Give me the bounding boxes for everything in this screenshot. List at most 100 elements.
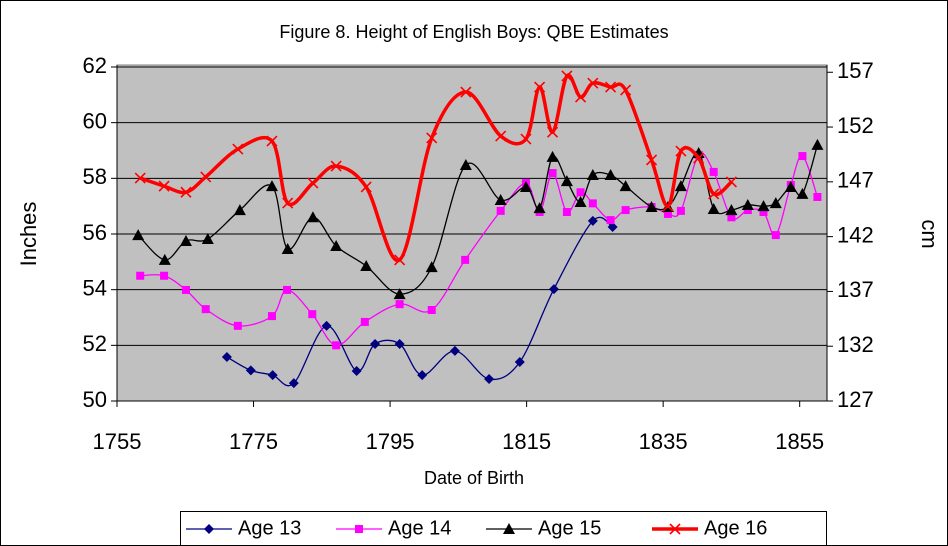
y-tick-label: 58 bbox=[83, 164, 107, 189]
marker bbox=[233, 321, 242, 330]
marker bbox=[619, 180, 632, 192]
marker bbox=[574, 195, 587, 207]
marker bbox=[586, 168, 599, 180]
y2-tick-label: 142 bbox=[837, 222, 874, 247]
marker bbox=[267, 312, 276, 321]
marker bbox=[427, 305, 436, 314]
x-tick-label: 1835 bbox=[639, 429, 688, 454]
marker bbox=[395, 300, 404, 309]
y2-tick-label: 157 bbox=[837, 58, 874, 83]
marker bbox=[548, 169, 557, 178]
marker bbox=[534, 81, 546, 93]
y2-tick-label: 132 bbox=[837, 332, 874, 357]
marker bbox=[134, 172, 146, 184]
marker bbox=[587, 215, 598, 226]
y2-tick-label: 147 bbox=[837, 168, 874, 193]
marker bbox=[813, 192, 822, 201]
marker bbox=[519, 180, 532, 192]
marker bbox=[370, 338, 381, 349]
marker bbox=[607, 222, 618, 233]
marker bbox=[708, 188, 720, 200]
marker bbox=[282, 197, 294, 209]
marker bbox=[484, 374, 495, 385]
marker bbox=[330, 160, 342, 172]
marker bbox=[707, 202, 720, 214]
marker bbox=[200, 171, 212, 183]
marker bbox=[136, 271, 145, 280]
marker bbox=[355, 525, 363, 533]
marker bbox=[574, 91, 587, 103]
legend: Age 13 Age 14 Age 15 Age 16 bbox=[180, 511, 827, 546]
marker bbox=[546, 150, 559, 162]
marker bbox=[771, 231, 780, 240]
marker bbox=[425, 261, 438, 273]
legend-label: Age 13 bbox=[238, 517, 301, 539]
marker bbox=[514, 357, 525, 368]
marker bbox=[332, 341, 341, 350]
marker bbox=[232, 143, 244, 155]
y-axis-label: Inches bbox=[16, 202, 41, 267]
marker bbox=[663, 209, 672, 218]
marker bbox=[757, 200, 770, 212]
marker bbox=[796, 187, 809, 199]
marker bbox=[769, 197, 782, 209]
marker bbox=[426, 132, 438, 144]
y-tick-label: 56 bbox=[83, 220, 107, 245]
marker bbox=[393, 288, 406, 300]
marker bbox=[533, 202, 546, 214]
marker bbox=[669, 523, 681, 535]
marker bbox=[604, 168, 617, 180]
marker bbox=[233, 204, 246, 216]
marker bbox=[181, 285, 190, 294]
marker bbox=[201, 305, 210, 314]
marker bbox=[548, 284, 559, 295]
marker bbox=[265, 180, 278, 192]
marker bbox=[360, 260, 373, 272]
marker bbox=[605, 81, 617, 93]
x-tick-label: 1775 bbox=[229, 429, 278, 454]
marker bbox=[645, 201, 658, 213]
marker bbox=[784, 180, 797, 192]
marker bbox=[266, 135, 278, 147]
marker bbox=[727, 213, 736, 222]
marker bbox=[725, 204, 738, 216]
marker bbox=[330, 239, 343, 251]
marker bbox=[306, 211, 319, 223]
marker bbox=[267, 370, 278, 381]
marker bbox=[132, 229, 145, 241]
y-tick-label: 54 bbox=[83, 275, 107, 300]
marker bbox=[360, 181, 372, 193]
marker bbox=[417, 370, 428, 381]
marker bbox=[495, 130, 507, 142]
marker bbox=[759, 208, 768, 217]
y-tick-label: 60 bbox=[83, 108, 107, 133]
marker bbox=[620, 84, 632, 96]
y2-tick-label: 152 bbox=[837, 113, 874, 138]
marker bbox=[459, 158, 472, 170]
marker bbox=[201, 233, 214, 245]
marker bbox=[461, 255, 470, 264]
plot-area bbox=[116, 64, 828, 402]
marker bbox=[606, 216, 615, 225]
x-tick-label: 1755 bbox=[93, 429, 142, 454]
marker bbox=[587, 77, 599, 89]
marker bbox=[449, 345, 460, 356]
marker bbox=[562, 208, 571, 217]
marker bbox=[811, 138, 824, 150]
y-tick-label: 62 bbox=[83, 53, 107, 78]
marker bbox=[709, 167, 718, 176]
marker bbox=[460, 86, 472, 98]
marker bbox=[158, 180, 170, 192]
marker bbox=[743, 206, 752, 215]
marker bbox=[494, 194, 507, 206]
marker bbox=[179, 234, 192, 246]
marker bbox=[307, 177, 319, 189]
marker bbox=[282, 285, 291, 294]
chart-title: Figure 8. Height of English Boys: QBE Es… bbox=[279, 22, 668, 42]
marker bbox=[245, 365, 256, 376]
marker bbox=[561, 70, 573, 82]
marker bbox=[798, 152, 807, 161]
marker bbox=[674, 180, 687, 192]
marker bbox=[221, 352, 232, 363]
x-axis-label: Date of Birth bbox=[424, 468, 524, 488]
